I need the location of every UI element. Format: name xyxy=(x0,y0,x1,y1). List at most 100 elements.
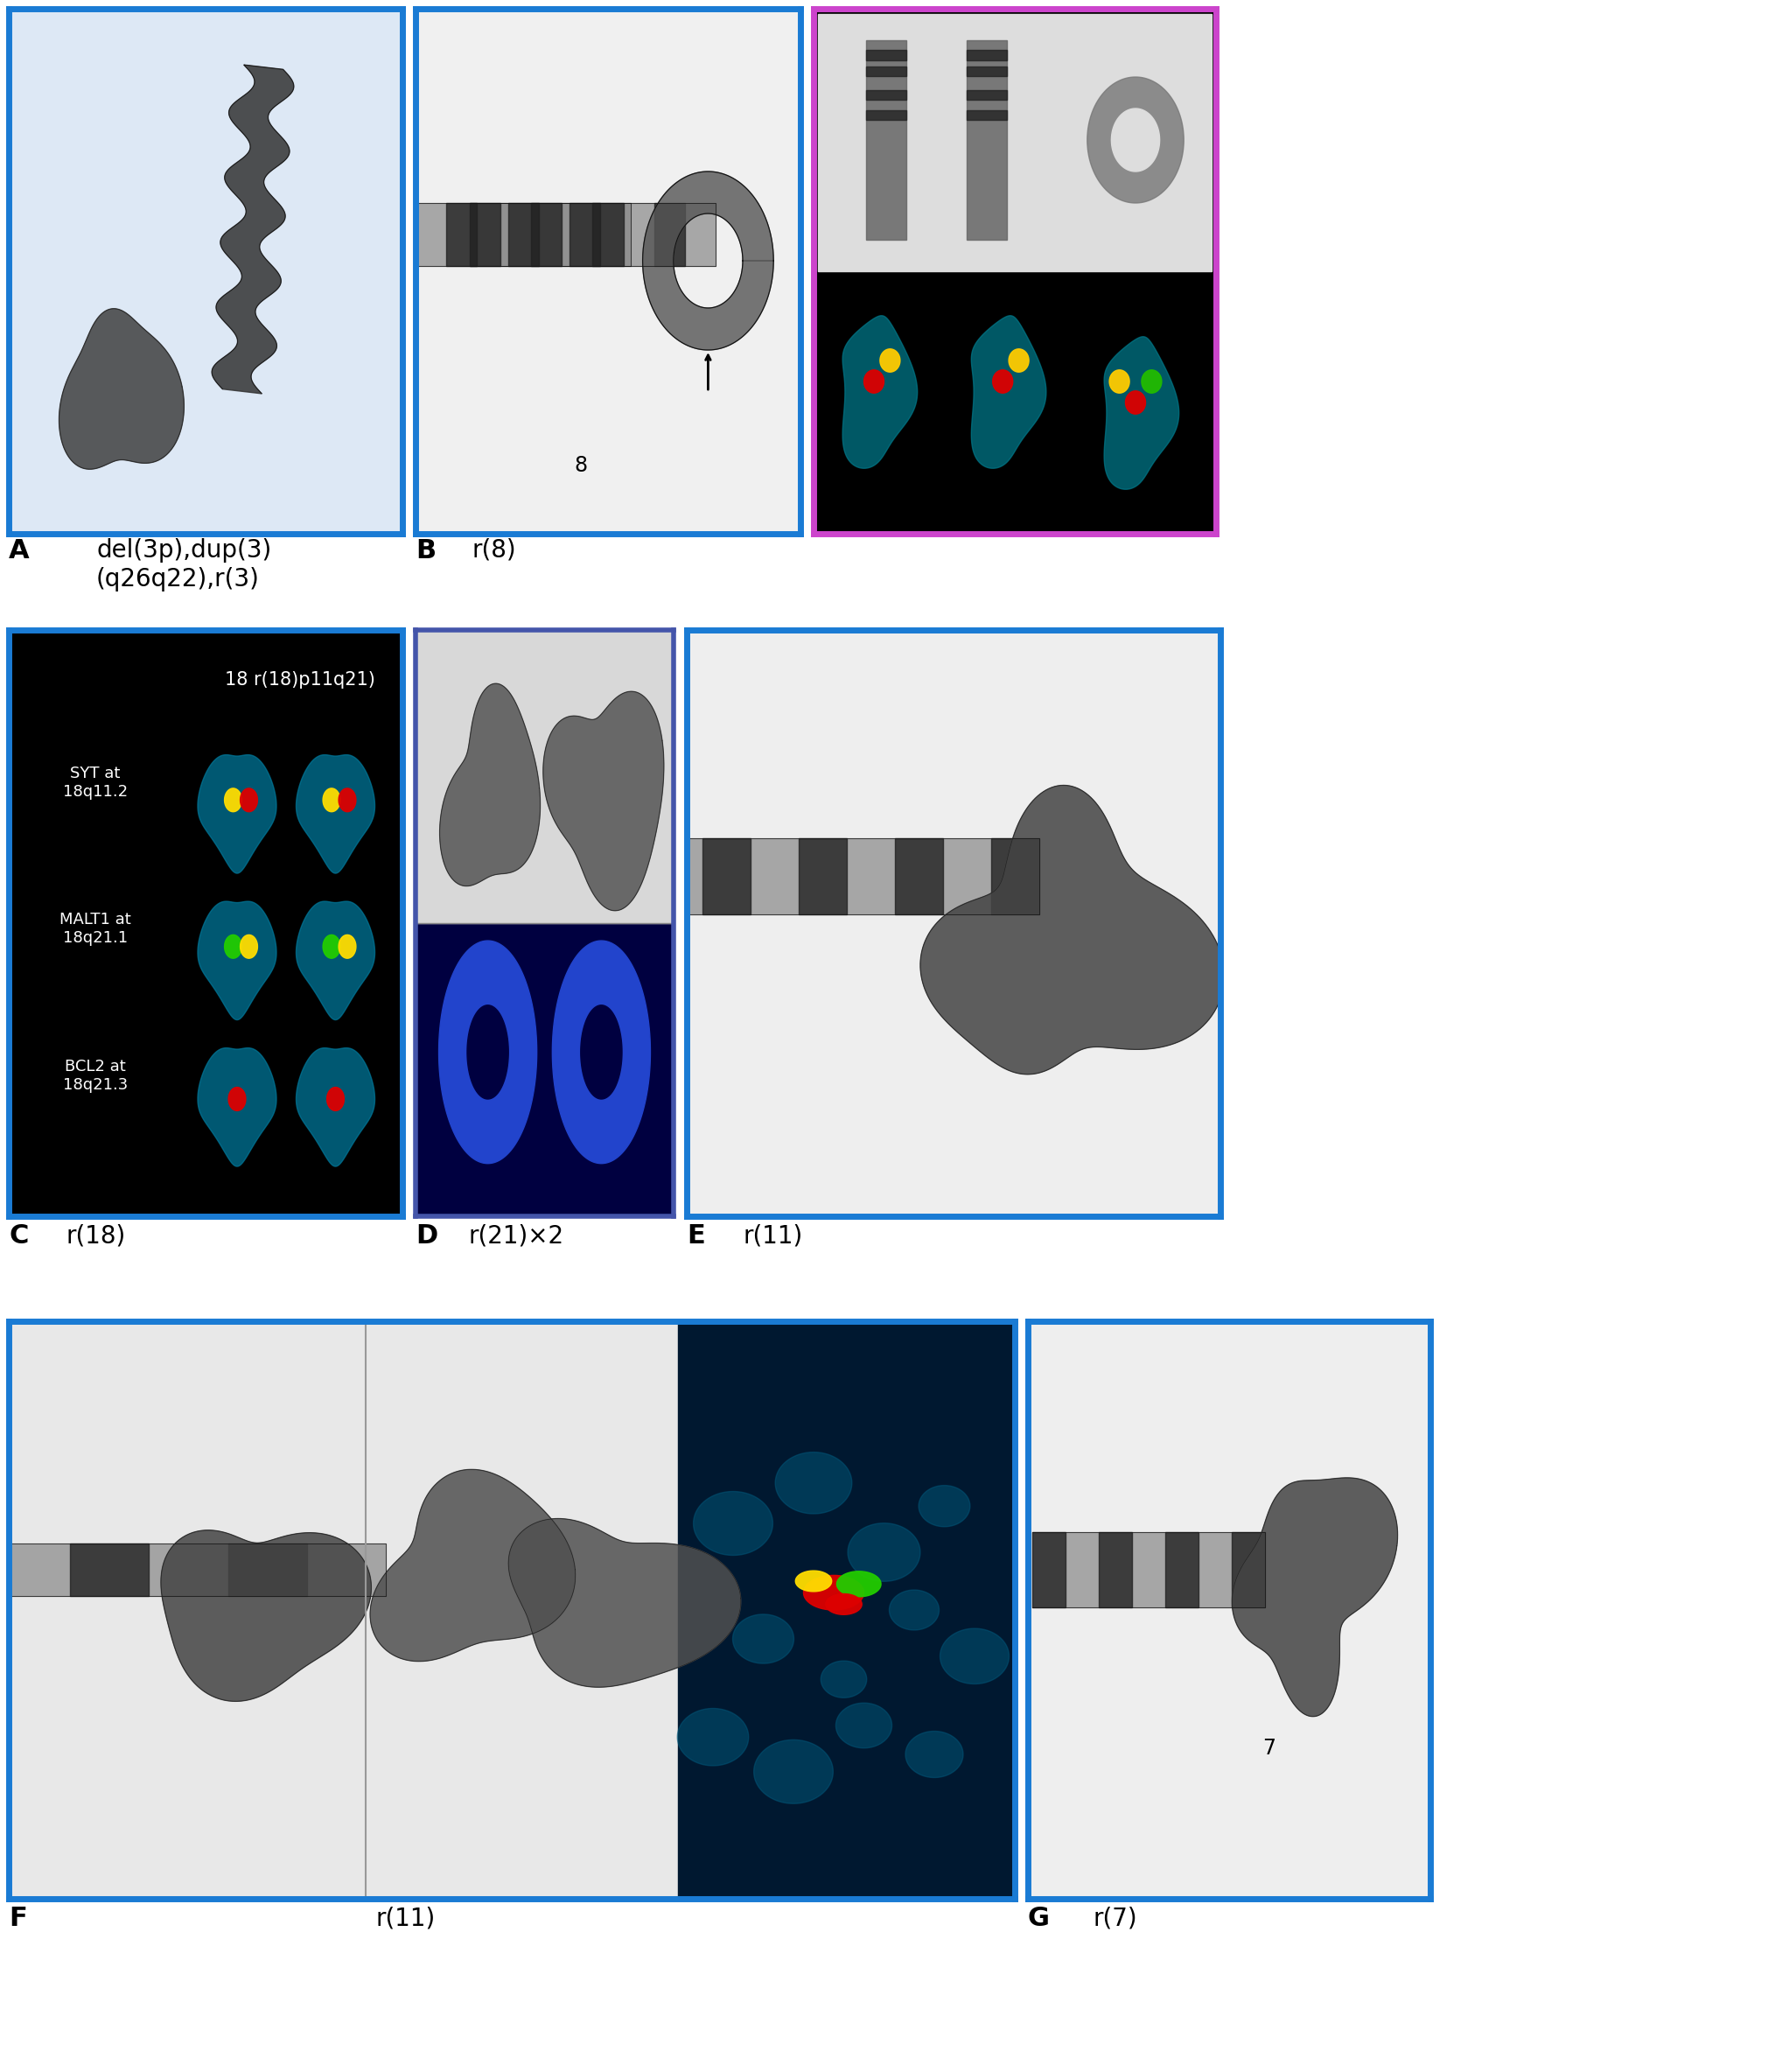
Polygon shape xyxy=(1098,1531,1132,1608)
Polygon shape xyxy=(703,837,751,914)
Text: r(11): r(11) xyxy=(376,1906,437,1931)
Polygon shape xyxy=(966,110,1007,120)
Text: E: E xyxy=(687,1222,705,1249)
Polygon shape xyxy=(655,837,1039,914)
Polygon shape xyxy=(800,837,846,914)
Text: G: G xyxy=(1029,1906,1050,1931)
Polygon shape xyxy=(224,787,242,812)
Polygon shape xyxy=(440,684,540,887)
Polygon shape xyxy=(818,15,1211,271)
Text: r(11): r(11) xyxy=(744,1222,803,1247)
Polygon shape xyxy=(827,1593,862,1614)
Polygon shape xyxy=(199,754,277,872)
Polygon shape xyxy=(678,1709,748,1765)
Text: del(3p),dup(3): del(3p),dup(3) xyxy=(97,539,272,564)
Polygon shape xyxy=(59,309,184,468)
Text: r(21)×2: r(21)×2 xyxy=(469,1222,564,1247)
Polygon shape xyxy=(508,1519,741,1687)
Text: 7: 7 xyxy=(1263,1738,1276,1759)
Polygon shape xyxy=(837,1571,880,1598)
Polygon shape xyxy=(385,203,632,265)
Polygon shape xyxy=(227,1544,308,1595)
Polygon shape xyxy=(445,203,478,265)
Polygon shape xyxy=(848,1523,920,1581)
Polygon shape xyxy=(1111,108,1159,172)
Polygon shape xyxy=(467,1005,508,1098)
Polygon shape xyxy=(894,837,943,914)
Text: r(7): r(7) xyxy=(1093,1906,1138,1931)
Polygon shape xyxy=(1141,371,1161,394)
Polygon shape xyxy=(733,1614,794,1664)
Polygon shape xyxy=(821,1662,866,1697)
Text: F: F xyxy=(9,1906,27,1931)
Polygon shape xyxy=(531,203,562,265)
Polygon shape xyxy=(920,1486,970,1527)
Polygon shape xyxy=(415,924,674,1216)
Polygon shape xyxy=(678,1322,1014,1898)
Polygon shape xyxy=(966,89,1007,99)
Text: C: C xyxy=(9,1222,29,1249)
Polygon shape xyxy=(1165,1531,1199,1608)
Polygon shape xyxy=(415,630,674,924)
Polygon shape xyxy=(70,1544,148,1595)
Text: 8: 8 xyxy=(574,456,587,477)
Text: BCL2 at
18q21.3: BCL2 at 18q21.3 xyxy=(63,1059,127,1092)
Polygon shape xyxy=(322,787,340,812)
Polygon shape xyxy=(753,1740,834,1803)
Polygon shape xyxy=(240,934,258,957)
Polygon shape xyxy=(803,1575,864,1610)
Polygon shape xyxy=(655,203,685,265)
Polygon shape xyxy=(370,1469,576,1662)
Polygon shape xyxy=(966,50,1007,60)
Polygon shape xyxy=(1009,348,1029,373)
Polygon shape xyxy=(199,1048,277,1167)
Polygon shape xyxy=(966,66,1007,77)
Polygon shape xyxy=(569,203,601,265)
Polygon shape xyxy=(843,315,918,468)
Text: (q26q22),r(3): (q26q22),r(3) xyxy=(97,568,259,591)
Polygon shape xyxy=(920,785,1224,1073)
Polygon shape xyxy=(0,1544,386,1595)
Text: 18 r(18)p11q21): 18 r(18)p11q21) xyxy=(224,671,376,688)
Polygon shape xyxy=(553,941,651,1164)
Text: SYT at
18q11.2: SYT at 18q11.2 xyxy=(63,765,127,800)
Polygon shape xyxy=(199,901,277,1019)
Polygon shape xyxy=(544,692,664,912)
Polygon shape xyxy=(864,371,884,394)
Polygon shape xyxy=(297,1048,376,1167)
Polygon shape xyxy=(971,315,1047,468)
Polygon shape xyxy=(889,1589,939,1631)
Polygon shape xyxy=(1109,371,1129,394)
Text: MALT1 at
18q21.1: MALT1 at 18q21.1 xyxy=(59,912,131,947)
Polygon shape xyxy=(161,1531,372,1701)
Polygon shape xyxy=(966,39,1007,240)
Polygon shape xyxy=(297,901,376,1019)
Polygon shape xyxy=(592,203,623,265)
Polygon shape xyxy=(642,172,773,350)
Polygon shape xyxy=(866,110,907,120)
Polygon shape xyxy=(338,934,356,957)
Polygon shape xyxy=(322,934,340,957)
Polygon shape xyxy=(224,934,242,957)
Polygon shape xyxy=(905,1732,962,1778)
Polygon shape xyxy=(796,1571,832,1591)
Polygon shape xyxy=(240,787,258,812)
Polygon shape xyxy=(1032,1531,1265,1608)
Polygon shape xyxy=(327,1088,343,1111)
Polygon shape xyxy=(835,1703,893,1749)
Text: r(18): r(18) xyxy=(66,1222,125,1247)
Polygon shape xyxy=(880,348,900,373)
Text: D: D xyxy=(415,1222,438,1249)
Polygon shape xyxy=(438,941,537,1164)
Polygon shape xyxy=(469,203,501,265)
Polygon shape xyxy=(775,1452,852,1515)
Polygon shape xyxy=(211,64,293,394)
Polygon shape xyxy=(866,39,907,240)
Polygon shape xyxy=(1088,77,1184,203)
Polygon shape xyxy=(229,1088,245,1111)
Polygon shape xyxy=(508,203,538,265)
Polygon shape xyxy=(1125,392,1145,414)
Polygon shape xyxy=(297,754,376,872)
Polygon shape xyxy=(866,66,907,77)
Polygon shape xyxy=(1233,1531,1265,1608)
